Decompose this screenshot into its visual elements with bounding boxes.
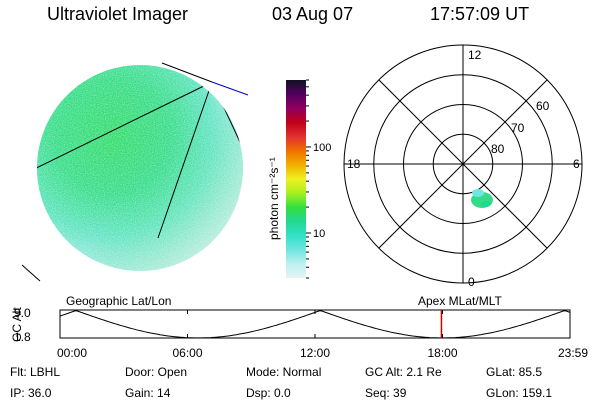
geo-grid-line <box>161 62 213 83</box>
footer-glat: GLat: 85.5 <box>486 365 543 379</box>
timeline-y-axis-label: GC Alt <box>10 307 24 342</box>
uv-earth-image <box>21 62 249 282</box>
mlt-label-18: 18 <box>347 157 361 171</box>
polar-spokes <box>344 45 582 283</box>
instrument-title: Ultraviolet Imager <box>47 4 189 24</box>
footer-flt: Flt: LBHL <box>10 365 61 379</box>
sun-direction-line <box>211 81 249 96</box>
colorbar: 100 10 photon cm⁻²s⁻¹ <box>267 79 331 279</box>
timeline-y-max: 9.0 <box>14 306 31 320</box>
timeline-tick-label: 12:00 <box>300 346 330 360</box>
mlt-label-12: 12 <box>468 48 482 62</box>
polar-mlat-mlt-plot: 12 0 18 6 60 70 80 <box>343 44 583 289</box>
colorbar-tick-label: 100 <box>313 142 331 154</box>
timeline-y-min: 1.8 <box>14 330 31 344</box>
footer-dsp: Dsp: 0.0 <box>246 386 291 400</box>
altitude-timeline: GC Alt 9.0 1.8 Geographic Lat/Lon Apex M… <box>10 294 588 360</box>
image-time: 17:57:09 UT <box>430 4 530 24</box>
altitude-curve <box>59 310 571 339</box>
footer-ip: IP: 36.0 <box>10 386 52 400</box>
geo-grid-line <box>21 264 41 282</box>
footer-gain: Gain: 14 <box>125 386 171 400</box>
colorbar-scale <box>286 80 306 278</box>
timeline-tick-label: 18:00 <box>427 346 457 360</box>
footer-gcalt: GC Alt: 2.1 Re <box>365 365 442 379</box>
footer-glon: GLon: 159.1 <box>486 386 553 400</box>
image-date: 03 Aug 07 <box>272 4 354 24</box>
timeline-right-title: Apex MLat/MLT <box>418 294 502 308</box>
timeline-tick-label: 23:59 <box>558 346 588 360</box>
lat-label-70: 70 <box>511 121 525 135</box>
timeline-tick-label: 06:00 <box>172 346 202 360</box>
aurora-blob <box>471 189 493 208</box>
footer-seq: Seq: 39 <box>365 386 407 400</box>
timeline-frame <box>59 309 571 339</box>
footer-mode: Mode: Normal <box>246 365 322 379</box>
geo-grid-line <box>157 81 213 239</box>
mlt-label-0: 0 <box>468 275 475 289</box>
timeline-tick-label: 00:00 <box>57 346 87 360</box>
mlt-label-6: 6 <box>573 157 580 171</box>
timeline-left-title: Geographic Lat/Lon <box>66 294 171 308</box>
lat-label-80: 80 <box>491 142 505 156</box>
lat-label-60: 60 <box>536 99 550 113</box>
geo-grid-line <box>37 81 213 176</box>
footer-door: Door: Open <box>125 365 188 379</box>
colorbar-tick-label: 10 <box>313 228 325 240</box>
colorbar-unit-label: photon cm⁻²s⁻¹ <box>267 157 281 240</box>
